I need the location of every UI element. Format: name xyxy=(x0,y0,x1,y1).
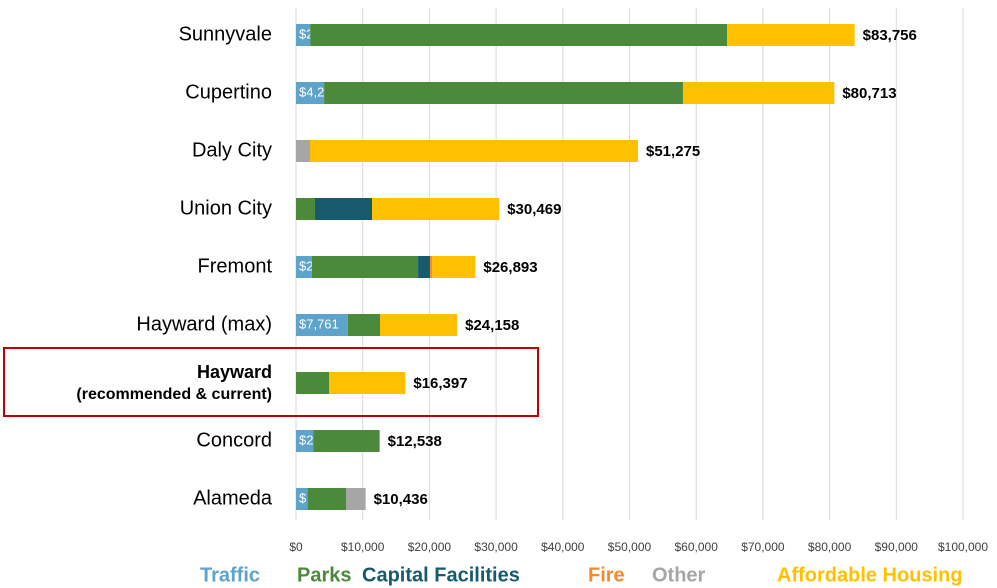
bar-segment xyxy=(324,82,683,104)
bar-segment xyxy=(296,372,330,394)
bar-segment xyxy=(296,82,325,104)
bar-segment xyxy=(296,24,311,46)
legend-entry: Capital Facilities xyxy=(362,564,520,586)
segment-label: $7,761 xyxy=(299,316,339,331)
bar-segment xyxy=(329,372,406,394)
bar-segment xyxy=(296,256,312,278)
x-tick-label: $10,000 xyxy=(341,540,385,554)
legend-entry: Other xyxy=(652,564,706,586)
bar-segment xyxy=(310,140,639,162)
x-tick-label: $20,000 xyxy=(408,540,452,554)
total-label: $26,893 xyxy=(483,259,537,276)
total-label: $30,469 xyxy=(507,201,561,218)
category-label: Sunnyvale xyxy=(179,23,272,45)
category-label: Cupertino xyxy=(185,81,272,103)
bar-segment xyxy=(315,198,373,220)
bar-segment xyxy=(682,82,835,104)
bar-segment xyxy=(347,314,381,336)
highlight-box xyxy=(3,347,539,417)
category-label: Alameda xyxy=(193,487,273,509)
category-label: Union City xyxy=(180,197,272,219)
bar-segment xyxy=(313,430,380,452)
x-tick-label: $40,000 xyxy=(541,540,585,554)
x-tick-label: $80,000 xyxy=(808,540,852,554)
total-label: $10,436 xyxy=(374,491,428,508)
category-label: Hayward (recommended & current) xyxy=(76,362,272,403)
x-tick-label: $50,000 xyxy=(608,540,652,554)
bar-segment xyxy=(296,198,316,220)
category-label: Hayward (max) xyxy=(136,313,272,335)
bar-segment xyxy=(418,256,431,278)
bar-segment xyxy=(430,256,433,278)
x-tick-label: $30,000 xyxy=(474,540,518,554)
total-label: $16,397 xyxy=(413,375,467,392)
bar-segment xyxy=(311,256,419,278)
legend-entry: Affordable Housing xyxy=(777,564,963,586)
total-label: $24,158 xyxy=(465,317,519,334)
bar-segment xyxy=(372,198,500,220)
category-line: Hayward xyxy=(197,362,272,382)
total-label: $12,538 xyxy=(388,433,442,450)
bar-segment xyxy=(727,24,855,46)
bar-segment xyxy=(296,488,308,510)
x-tick-label: $60,000 xyxy=(675,540,719,554)
bar-segment xyxy=(296,140,311,162)
category-label: Concord xyxy=(196,429,272,451)
total-label: $80,713 xyxy=(842,85,896,102)
bar-segment xyxy=(310,24,728,46)
category-label: Fremont xyxy=(198,255,273,277)
x-tick-label: $70,000 xyxy=(741,540,785,554)
category-line: (recommended & current) xyxy=(76,386,272,403)
legend-entry: Parks xyxy=(297,564,352,586)
x-tick-label: $0 xyxy=(289,540,303,554)
total-label: $83,756 xyxy=(863,27,917,44)
x-tick-label: $90,000 xyxy=(875,540,919,554)
bar-segment xyxy=(296,430,314,452)
bar-segment xyxy=(307,488,347,510)
bar-segment xyxy=(380,314,458,336)
bar-segment xyxy=(346,488,366,510)
x-tick-label: $100,000 xyxy=(938,540,988,554)
legend-entry: Traffic xyxy=(200,564,260,586)
bar-segment xyxy=(296,314,348,336)
category-label: Daly City xyxy=(192,139,272,161)
total-label: $51,275 xyxy=(646,143,700,160)
bar-segment xyxy=(432,256,476,278)
legend-entry: Fire xyxy=(588,564,625,586)
